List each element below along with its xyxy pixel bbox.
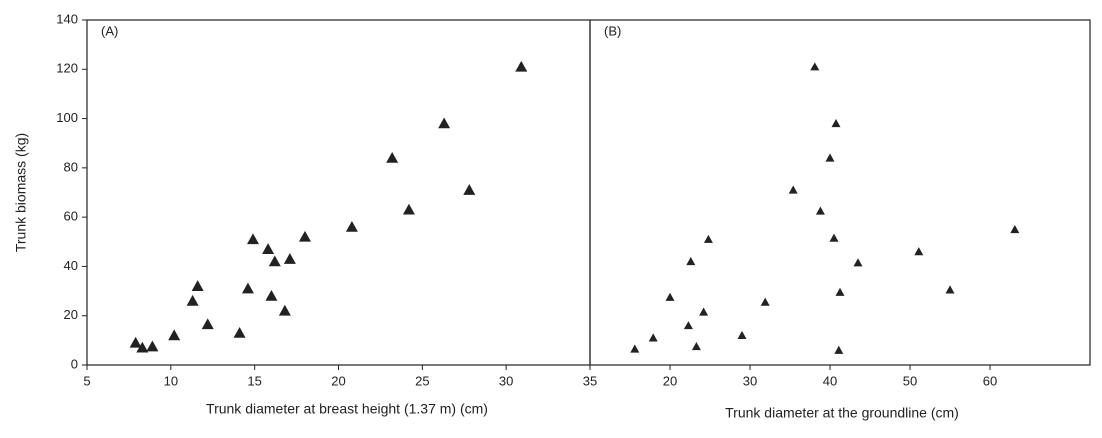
x-axis-label: Trunk diameter at breast height (1.37 m)… xyxy=(206,401,488,417)
y-tick-label: 80 xyxy=(64,159,78,174)
point xyxy=(737,330,747,340)
point xyxy=(438,117,451,129)
y-tick-label: 60 xyxy=(64,209,78,224)
point xyxy=(191,280,204,291)
point xyxy=(788,185,798,194)
point xyxy=(201,318,214,330)
y-axis-label: Trunk biomass (kg) xyxy=(13,133,29,252)
point xyxy=(665,292,675,301)
x-tick-label: 20 xyxy=(331,373,345,388)
point xyxy=(815,206,825,215)
plot-frame xyxy=(589,19,1091,366)
point xyxy=(760,297,770,306)
point xyxy=(345,221,358,232)
x-tick-label: 30 xyxy=(499,373,513,388)
point xyxy=(298,230,311,242)
point xyxy=(386,152,399,163)
point xyxy=(825,153,835,162)
panel-label: (B) xyxy=(604,23,621,38)
y-tick-label: 120 xyxy=(56,61,78,76)
point xyxy=(831,119,841,128)
point xyxy=(168,329,181,341)
panel-label: (A) xyxy=(101,23,118,38)
x-tick-label: 60 xyxy=(983,373,997,388)
point xyxy=(703,234,713,243)
x-tick-label: 25 xyxy=(415,373,429,388)
point xyxy=(241,282,254,294)
x-axis-label: Trunk diameter at the groundline (cm) xyxy=(725,405,959,421)
x-tick-label: 15 xyxy=(247,373,261,388)
point xyxy=(834,345,844,354)
point xyxy=(691,342,701,351)
point xyxy=(262,243,275,254)
point xyxy=(914,247,924,256)
x-tick-label: 10 xyxy=(164,373,178,388)
point xyxy=(515,60,528,72)
x-tick-label: 50 xyxy=(903,373,917,388)
point xyxy=(1010,224,1020,234)
y-tick-label: 0 xyxy=(71,356,78,371)
y-tick-label: 40 xyxy=(64,258,78,273)
point xyxy=(648,333,658,342)
point xyxy=(268,255,281,267)
point xyxy=(283,253,296,264)
x-tick-label: 5 xyxy=(83,373,90,388)
point xyxy=(945,285,955,294)
point xyxy=(683,321,693,330)
y-tick-label: 100 xyxy=(56,110,78,125)
x-tick-label: 40 xyxy=(823,373,837,388)
point xyxy=(630,344,640,353)
point xyxy=(686,257,696,266)
point xyxy=(146,340,159,352)
x-tick-label: 30 xyxy=(743,373,757,388)
x-tick-label: 35 xyxy=(583,373,597,388)
y-tick-label: 140 xyxy=(56,11,78,26)
point xyxy=(402,203,415,215)
point xyxy=(136,341,149,353)
point xyxy=(810,62,820,71)
point xyxy=(129,336,142,348)
point xyxy=(829,233,839,242)
point xyxy=(463,184,476,195)
point xyxy=(278,304,291,316)
point xyxy=(246,233,259,245)
point xyxy=(233,326,246,338)
point xyxy=(186,294,199,306)
point xyxy=(265,290,278,301)
point xyxy=(699,307,709,316)
point xyxy=(853,258,863,267)
point xyxy=(835,287,845,296)
x-tick-label: 20 xyxy=(663,373,677,388)
y-tick-label: 20 xyxy=(64,307,78,322)
